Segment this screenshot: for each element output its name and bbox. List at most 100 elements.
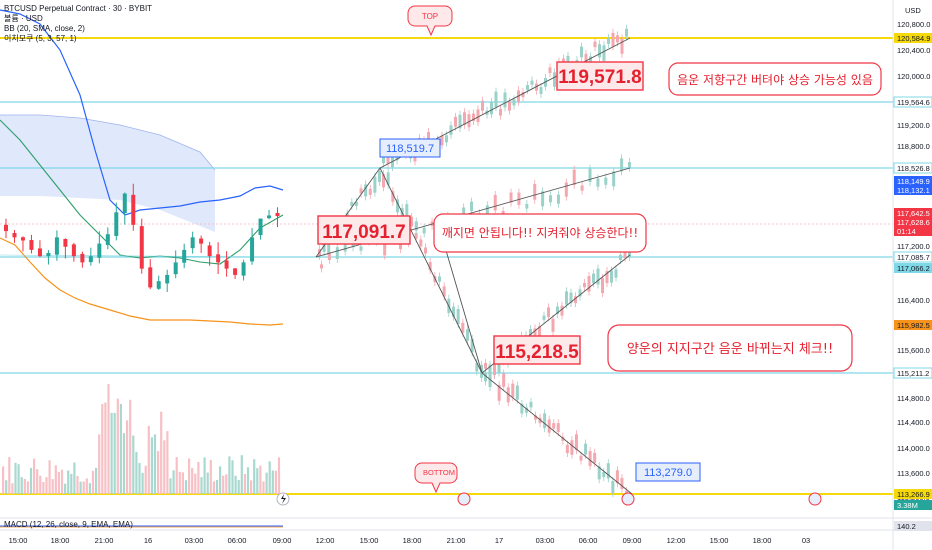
proj-body [620,477,624,489]
proj-body [569,292,573,304]
proj-body [547,419,551,433]
bottom-callout[interactable]: BOTTOM [414,462,458,494]
candle-body [267,215,272,219]
price-tick-label: 114,000.0 [897,444,930,453]
proj-body [515,385,519,400]
proj-body [427,131,430,141]
volume-bar [98,434,101,494]
callout-115218[interactable]: 115,218.5 [493,335,581,365]
candle-body [105,234,110,245]
volume-bar [231,460,234,494]
proj-body [614,269,618,278]
proj-body [422,227,426,234]
volume-bar [191,467,194,494]
callout-118519[interactable]: 118,519.7 [379,138,441,158]
proj-body [454,116,457,127]
note-bottom[interactable]: 양운의 지지구간 음운 바뀌는지 체크!! [607,324,853,372]
proj-body [521,92,525,98]
proj-body [382,155,385,164]
proj-body [543,413,547,429]
proj-body [364,184,368,197]
time-tick-label: 09:00 [623,536,642,545]
proj-body [525,204,529,209]
candle-body [29,240,34,250]
volume-bar [144,465,147,494]
proj-body [561,436,565,441]
price-badge-text: 118,526.8 [897,164,930,173]
proj-body [442,286,446,297]
volume-bar [76,475,79,494]
volume-bar [268,461,271,494]
proj-body [322,243,326,252]
note-top[interactable]: 음운 저항구간 버텨야 상승 가능성 있음 [668,62,882,96]
price-badge: 01:14 [894,226,932,236]
proj-body [596,178,600,187]
candle-body [224,260,229,269]
proj-body [424,247,427,254]
proj-body [452,306,455,317]
callout-119571[interactable]: 119,571.8 [556,61,644,91]
proj-body [593,41,597,48]
proj-body [512,99,516,106]
volume-bar [129,399,132,494]
proj-body [584,443,588,455]
volume-bar [259,465,262,494]
candle-body [258,218,263,236]
volume-bar [23,478,26,494]
callout-115218-text: 115,218.5 [495,342,579,363]
candle-body [190,237,195,249]
proj-body [506,387,510,403]
volume-bar [82,481,85,494]
volume-bar [157,451,160,494]
volume-bar [11,483,14,494]
volume-bar [20,477,23,494]
callout-113279[interactable]: 113,279.0 [635,462,701,482]
legend-bb: BB (20, SMA, close, 2) [4,24,85,33]
price-badge: 118,132.1 [894,185,932,195]
proj-body [391,151,394,168]
proj-body [476,109,480,123]
proj-body [615,470,619,484]
price-badge-text: 120,584.9 [897,34,930,43]
proj-body [511,383,515,398]
top-callout[interactable]: TOP [407,5,453,37]
volume-bar [107,384,110,494]
candle-body [88,256,93,263]
bb-lower-line [0,237,284,326]
callout-117091[interactable]: 117,091.7 [317,215,411,245]
price-badge-text: 117,066.2 [897,264,930,273]
proj-body [604,177,608,185]
volume-bar [194,473,197,494]
candle-body [71,244,76,257]
proj-body [413,156,417,162]
volume-bar [138,462,141,494]
price-badge-text: 115,211.2 [897,369,929,378]
proj-body [520,403,524,414]
proj-body [466,329,469,341]
volume-bar [54,465,57,494]
callout-119571-text: 119,571.8 [558,67,641,88]
proj-body [378,171,381,182]
time-tick-label: 03 [802,536,810,545]
proj-body [601,278,604,294]
proj-body [414,232,418,239]
volume-bar [33,458,36,494]
candle-body [12,233,17,238]
proj-body [611,481,615,494]
proj-body [470,201,474,212]
price-tick-label: 117,200.0 [897,242,930,251]
proj-body [499,108,502,116]
candle-body [250,237,255,262]
proj-body [565,291,568,305]
proj-body [548,67,552,74]
note-top-text: 음운 저항구간 버텨야 상승 가능성 있음 [677,73,873,87]
price-badge-text: 3.38M [897,501,918,510]
volume-bar [147,425,150,494]
volume-bar [70,473,73,494]
legend-symbol: BTCUSD Perpetual Contract · 30 · BYBIT [4,4,153,13]
volume-bar [153,434,157,494]
proj-body [335,247,339,260]
proj-body [320,264,323,269]
note-mid[interactable]: 깨지면 안됩니다!! 지켜줘야 상승한다!! [433,213,647,253]
